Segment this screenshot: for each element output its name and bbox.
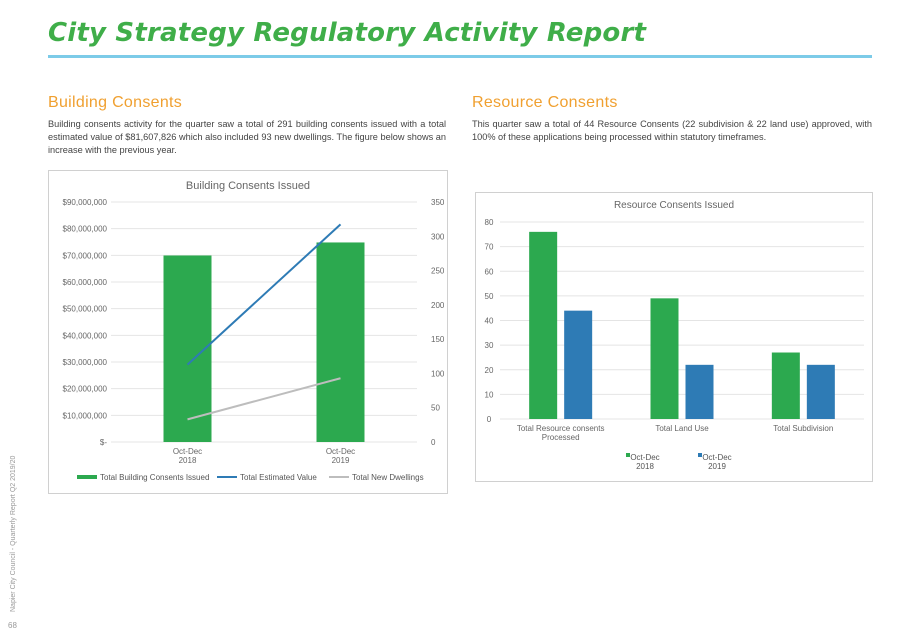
building-consents-heading: Building Consents <box>48 94 183 111</box>
consents-bar <box>316 242 365 442</box>
right-axis-tick-label: 350 <box>431 198 445 207</box>
category-label: Oct-Dec 2018 <box>173 447 202 465</box>
legend-label: Total Building Consents Issued <box>100 473 209 482</box>
building-consents-chart-frame: Building Consents Issued $- $10,000,000 $20… <box>48 170 448 494</box>
legend-label: Total New Dwellings <box>352 473 424 482</box>
chart-title: Building Consents Issued <box>186 180 310 192</box>
left-axis-tick-label: $- <box>100 438 107 447</box>
left-axis-tick-label: $90,000,000 <box>63 198 108 207</box>
legend-label: Oct-Dec 2019 <box>702 453 731 471</box>
left-axis-tick-label: $50,000,000 <box>63 305 108 314</box>
bar-2018 <box>650 298 679 419</box>
y-axis-tick-label: 10 <box>485 390 494 399</box>
y-axis-tick-label: 30 <box>485 341 494 350</box>
left-axis-tick-label: $20,000,000 <box>63 385 108 394</box>
legend-label: Oct-Dec 2018 <box>630 453 659 471</box>
right-axis-tick-label: 200 <box>431 301 445 310</box>
left-axis-tick-label: $10,000,000 <box>63 411 108 420</box>
right-axis-tick-label: 0 <box>431 438 436 447</box>
category-label: Total Resource consents Processed <box>517 424 605 442</box>
bar-2018 <box>529 231 558 419</box>
chart-title: Resource Consents Issued <box>614 200 734 211</box>
title-divider <box>48 55 872 58</box>
y-axis-tick-label: 20 <box>485 366 494 375</box>
side-footer-text: Napier City Council - Quarterly Report Q… <box>10 455 17 612</box>
y-axis-tick-label: 50 <box>485 292 494 301</box>
legend-label: Total Estimated Value <box>240 473 317 482</box>
bar-2019 <box>564 310 593 419</box>
legend-swatch <box>626 453 630 457</box>
legend-swatch <box>698 453 702 457</box>
resource-consents-chart: Resource Consents Issued 0 10 20 30 40 50 60 70 8… <box>485 200 864 471</box>
report-title: City Strategy Regulatory Activity Report <box>48 18 647 48</box>
y-axis-tick-label: 40 <box>485 317 494 326</box>
left-axis-tick-label: $30,000,000 <box>63 358 108 367</box>
building-consents-paragraph: Building consents activity for the quart… <box>48 119 446 155</box>
legend-swatch <box>77 475 97 479</box>
resource-consents-chart-frame: Resource Consents Issued 0 10 20 30 40 50 60 70 8… <box>475 192 873 482</box>
y-axis-tick-label: 80 <box>485 218 494 227</box>
bar-2019 <box>685 364 714 419</box>
resource-consents-paragraph: This quarter saw a total of 44 Resource … <box>472 119 872 142</box>
left-axis-tick-label: $70,000,000 <box>63 251 108 260</box>
estimated-value-line <box>186 223 342 366</box>
y-axis-tick-label: 70 <box>485 243 494 252</box>
right-axis-tick-label: 50 <box>431 404 440 413</box>
left-axis-tick-label: $60,000,000 <box>63 278 108 287</box>
category-label: Total Land Use <box>655 424 709 433</box>
category-label: Oct-Dec 2019 <box>326 447 355 465</box>
right-axis-tick-label: 300 <box>431 232 445 241</box>
bar-2018 <box>771 352 800 419</box>
page-number: 68 <box>8 621 17 630</box>
y-axis-tick-label: 0 <box>487 415 492 424</box>
building-consents-chart: Building Consents Issued $- $10,000,000 $20… <box>63 180 445 482</box>
new-dwellings-line <box>187 377 341 421</box>
left-axis-tick-label: $40,000,000 <box>63 331 108 340</box>
y-axis-tick-label: 60 <box>485 267 494 276</box>
right-axis-tick-label: 250 <box>431 267 445 276</box>
left-axis-tick-label: $80,000,000 <box>63 225 108 234</box>
right-axis-tick-label: 150 <box>431 335 445 344</box>
bar-2019 <box>806 364 835 419</box>
resource-consents-heading: Resource Consents <box>472 94 618 111</box>
category-label: Total Subdivision <box>773 424 833 433</box>
right-axis-tick-label: 100 <box>431 369 445 378</box>
